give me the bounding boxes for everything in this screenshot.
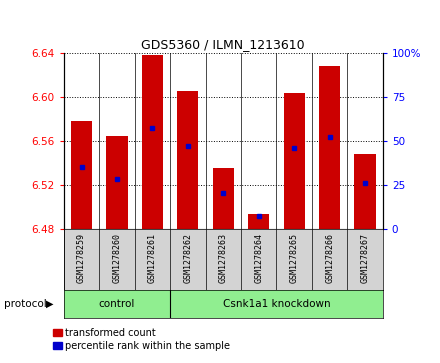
Bar xyxy=(177,91,198,229)
Text: GSM1278261: GSM1278261 xyxy=(148,233,157,283)
Bar xyxy=(319,66,340,229)
Text: protocol: protocol xyxy=(4,299,47,309)
Text: GSM1278266: GSM1278266 xyxy=(325,233,334,283)
Bar xyxy=(213,168,234,229)
Text: GSM1278259: GSM1278259 xyxy=(77,233,86,283)
Text: Csnk1a1 knockdown: Csnk1a1 knockdown xyxy=(223,299,330,309)
Bar xyxy=(106,136,128,229)
Bar xyxy=(248,215,269,229)
Title: GDS5360 / ILMN_1213610: GDS5360 / ILMN_1213610 xyxy=(142,38,305,52)
Text: GSM1278263: GSM1278263 xyxy=(219,233,228,283)
Text: GSM1278267: GSM1278267 xyxy=(360,233,370,283)
Legend: transformed count, percentile rank within the sample: transformed count, percentile rank withi… xyxy=(49,324,234,355)
Text: control: control xyxy=(99,299,135,309)
Bar xyxy=(71,121,92,229)
Bar xyxy=(283,93,305,229)
Text: GSM1278262: GSM1278262 xyxy=(183,233,192,283)
Text: ▶: ▶ xyxy=(46,299,54,309)
Text: GSM1278264: GSM1278264 xyxy=(254,233,263,283)
Bar xyxy=(142,55,163,229)
Bar xyxy=(355,154,376,229)
Text: GSM1278265: GSM1278265 xyxy=(290,233,299,283)
Text: GSM1278260: GSM1278260 xyxy=(113,233,121,283)
